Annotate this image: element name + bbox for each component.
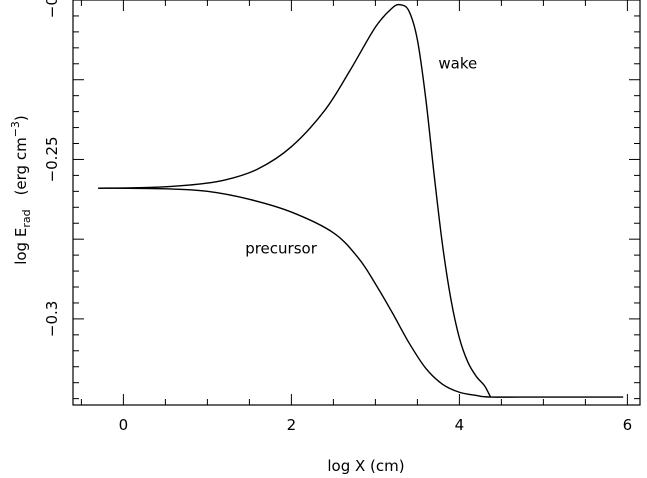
- x-tick-label: 4: [455, 416, 465, 434]
- y-axis-label-units: (erg cm: [12, 137, 30, 195]
- y-axis-label-prefix: log E: [12, 228, 30, 265]
- series-line-1: [98, 187, 624, 398]
- series: [98, 3, 624, 398]
- x-axis-label: log X (cm): [327, 457, 404, 475]
- y-axis-label-units-sup: −3: [9, 121, 22, 137]
- y-axis-label-sub: rad: [20, 209, 33, 227]
- ticks: [73, 0, 640, 405]
- x-tick-label: 2: [287, 416, 297, 434]
- y-axis-label: log Erad (erg cm−3): [9, 115, 33, 265]
- y-tick-label: −0.3: [43, 301, 61, 337]
- annotation-precursor: precursor: [245, 240, 318, 258]
- y-tick-label: −0.2: [43, 0, 61, 18]
- annotations: wake precursor: [245, 55, 477, 258]
- y-tick-label: −0.25: [43, 136, 61, 182]
- plot-frame: [72, 0, 641, 406]
- series-line-0: [98, 3, 492, 398]
- tick-labels: 0 2 4 6 −0.3 −0.25 −0.2: [43, 0, 632, 434]
- y-axis-label-units-close: ): [12, 115, 30, 121]
- x-tick-label: 6: [623, 416, 633, 434]
- x-tick-label: 0: [119, 416, 129, 434]
- annotation-wake: wake: [438, 55, 477, 73]
